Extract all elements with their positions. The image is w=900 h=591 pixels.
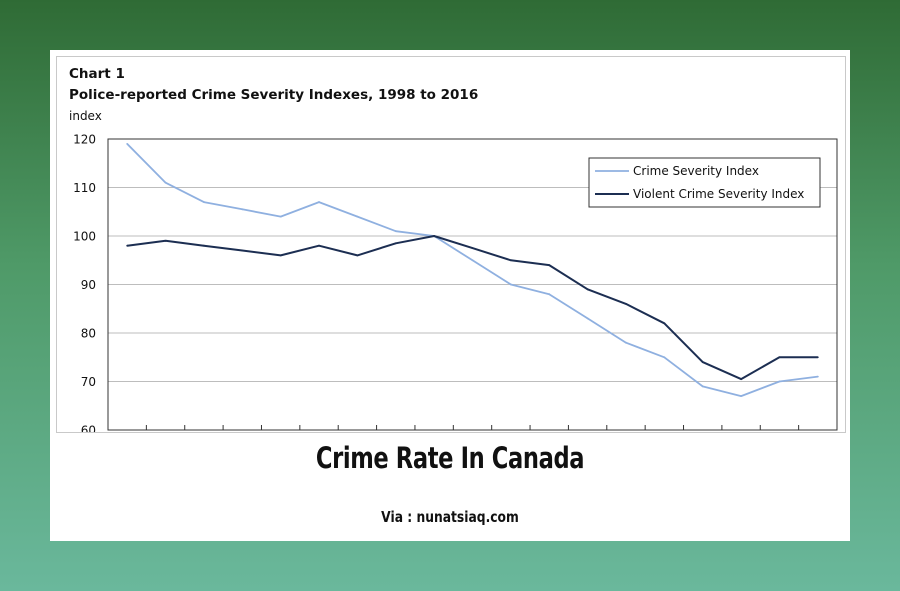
- data-point-crime-severity-2004: [356, 215, 359, 218]
- image-caption: Crime Rate In Canada: [315, 441, 585, 475]
- legend: Crime Severity Index Violent Crime Sever…: [588, 157, 821, 208]
- data-point-crime-severity-2000: [203, 201, 205, 203]
- series-lines: [126, 142, 819, 398]
- data-point-crime-severity-2001: [241, 208, 244, 211]
- data-point-crime-severity-2010: [586, 317, 589, 320]
- data-point-crime-severity-2012: [663, 356, 666, 359]
- data-point-violent-severity-2014: [740, 378, 742, 380]
- image-card: Chart 1 Police-reported Crime Severity I…: [50, 50, 850, 541]
- data-point-violent-severity-1999: [164, 239, 167, 242]
- data-point-crime-severity-1998: [126, 142, 129, 145]
- source-credit: Via : nunatsiaq.com: [381, 508, 519, 526]
- data-point-crime-severity-2014: [740, 395, 742, 397]
- data-point-crime-severity-2013: [701, 385, 704, 388]
- data-point-crime-severity-2016: [816, 375, 819, 378]
- axes: 60 70 80 90 100 110 120: [73, 133, 838, 433]
- line-chart: Chart 1 Police-reported Crime Severity I…: [69, 66, 838, 433]
- y-tick-label: 80: [81, 327, 96, 341]
- data-point-violent-severity-2016: [816, 356, 819, 359]
- data-point-violent-severity-2011: [625, 303, 627, 305]
- y-tick-label: 100: [73, 230, 96, 244]
- data-point-violent-severity-1998: [126, 244, 129, 247]
- data-point-crime-severity-2011: [625, 341, 627, 344]
- data-point-violent-severity-2010: [586, 288, 589, 291]
- data-point-violent-severity-2006: [433, 235, 436, 237]
- chart-panel: Chart 1 Police-reported Crime Severity I…: [56, 56, 846, 433]
- series-line-violent-severity: [127, 235, 818, 381]
- data-point-crime-severity-2003: [318, 201, 320, 203]
- data-point-crime-severity-2015: [778, 380, 781, 383]
- data-point-violent-severity-2000: [203, 244, 205, 247]
- legend-box: [588, 157, 821, 208]
- y-tick-label: 90: [81, 278, 96, 292]
- data-point-violent-severity-2013: [701, 361, 704, 363]
- legend-label-violent-severity: Violent Crime Severity Index: [633, 187, 804, 201]
- data-point-crime-severity-2007: [471, 259, 474, 262]
- y-tick-label: 70: [81, 375, 96, 389]
- legend-label-crime-severity: Crime Severity Index: [633, 164, 759, 178]
- data-point-violent-severity-2007: [471, 247, 474, 250]
- data-point-violent-severity-2009: [548, 264, 551, 266]
- data-point-violent-severity-2004: [356, 254, 359, 257]
- y-tick-label: 110: [73, 181, 96, 195]
- chart-number: Chart 1: [69, 66, 125, 82]
- data-point-violent-severity-2002: [279, 254, 282, 257]
- data-point-crime-severity-2005: [394, 230, 397, 233]
- gridlines: [108, 187, 837, 382]
- data-point-violent-severity-2012: [663, 322, 666, 325]
- data-point-violent-severity-2015: [778, 356, 781, 359]
- y-tick-label: 120: [73, 133, 96, 147]
- y-tick-label: 60: [81, 424, 96, 433]
- data-point-crime-severity-2002: [279, 215, 282, 218]
- data-point-crime-severity-1999: [164, 181, 167, 184]
- plot-frame: [107, 138, 838, 431]
- data-point-violent-severity-2003: [318, 244, 320, 247]
- data-point-crime-severity-2009: [548, 293, 551, 296]
- data-point-violent-severity-2001: [241, 249, 244, 252]
- data-point-violent-severity-2005: [394, 242, 397, 245]
- data-point-violent-severity-2008: [509, 259, 512, 262]
- y-axis-label: index: [69, 109, 102, 123]
- chart-title: Police-reported Crime Severity Indexes, …: [69, 87, 478, 103]
- data-point-crime-severity-2008: [509, 283, 512, 286]
